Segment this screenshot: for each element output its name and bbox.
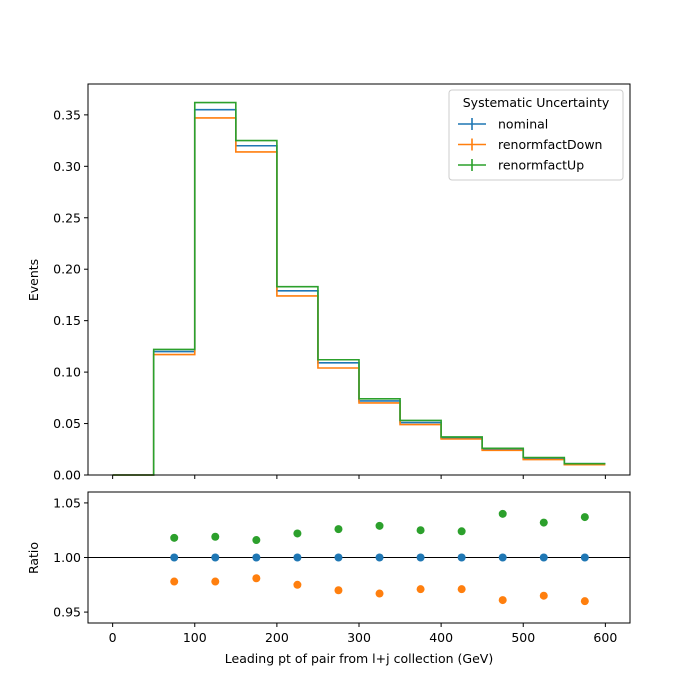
ratio-point-renormfactUp (211, 532, 220, 541)
main-y-tick-label: 0.15 (53, 313, 81, 328)
ratio-point-renormfactUp (334, 525, 343, 534)
ratio-x-tick-label: 600 (593, 630, 617, 645)
x-axis-label: Leading pt of pair from l+j collection (… (225, 651, 493, 666)
ratio-panel: 0.95 1.00 1.05 0 100 200 300 400 500 600 Ratio L… (26, 491, 631, 666)
ratio-point-nominal (252, 553, 261, 562)
ratio-series-renormfactDown (170, 574, 589, 606)
legend-label-nominal: nominal (498, 117, 548, 132)
ratio-y-tick-label: 1.00 (53, 550, 81, 565)
ratio-point-renormfactDown (580, 597, 589, 606)
ratio-point-renormfactDown (170, 577, 179, 586)
main-x-ticks (112, 475, 606, 479)
ratio-point-renormfactDown (457, 585, 466, 594)
ratio-point-nominal (498, 553, 507, 562)
ratio-point-renormfactUp (416, 526, 425, 535)
ratio-point-renormfactDown (498, 596, 507, 605)
ratio-point-renormfactUp (252, 536, 261, 545)
ratio-point-nominal (334, 553, 343, 562)
legend-label-renormfactUp: renormfactUp (498, 158, 584, 173)
ratio-point-nominal (457, 553, 466, 562)
main-y-tick-label: 0.20 (53, 262, 81, 277)
ratio-point-renormfactUp (580, 513, 589, 522)
ratio-y-tick-label: 0.95 (53, 605, 81, 620)
ratio-y-axis-label: Ratio (26, 542, 41, 574)
ratio-x-tick-label: 100 (183, 630, 207, 645)
ratio-point-nominal (293, 553, 302, 562)
ratio-point-nominal (580, 553, 589, 562)
ratio-point-renormfactDown (375, 589, 384, 598)
main-y-tick-label: 0.00 (53, 468, 81, 483)
ratio-y-ticks: 0.95 1.00 1.05 (53, 495, 88, 620)
ratio-point-nominal (375, 553, 384, 562)
ratio-x-tick-label: 400 (429, 630, 453, 645)
ratio-x-ticks: 0 100 200 300 400 500 600 (109, 623, 617, 645)
ratio-point-renormfactDown (293, 580, 302, 589)
ratio-point-renormfactDown (416, 585, 425, 594)
ratio-series-group (170, 509, 589, 606)
ratio-point-renormfactUp (539, 518, 548, 527)
ratio-point-nominal (416, 553, 425, 562)
histogram-series-renormfactUp (112, 101, 606, 476)
main-y-axis-label: Events (26, 259, 41, 301)
main-y-ticks: 0.00 0.05 0.10 0.15 0.20 0.25 0.30 0.35 (53, 107, 88, 483)
legend: Systematic Uncertainty nominal renormfact… (448, 89, 624, 181)
main-y-tick-label: 0.25 (53, 210, 81, 225)
legend-label-renormfactDown: renormfactDown (498, 137, 602, 152)
ratio-x-tick-label: 200 (265, 630, 289, 645)
main-histogram-panel: 0.00 0.05 0.10 0.15 0.20 0.25 0.30 0.35 Events (26, 83, 631, 483)
ratio-point-nominal (170, 553, 179, 562)
legend-title: Systematic Uncertainty (463, 95, 610, 110)
legend-entry-renormfactUp: renormfactUp (458, 158, 584, 173)
main-y-tick-label: 0.10 (53, 365, 81, 380)
ratio-point-nominal (211, 553, 220, 562)
legend-entry-nominal: nominal (458, 117, 548, 132)
ratio-series-nominal (170, 553, 589, 562)
main-y-tick-label: 0.35 (53, 107, 81, 122)
ratio-point-nominal (539, 553, 548, 562)
ratio-point-renormfactDown (211, 577, 220, 586)
ratio-point-renormfactUp (457, 527, 466, 536)
ratio-point-renormfactUp (498, 509, 507, 518)
ratio-point-renormfactDown (334, 586, 343, 595)
ratio-point-renormfactDown (539, 591, 548, 600)
main-y-tick-label: 0.05 (53, 416, 81, 431)
ratio-x-tick-label: 500 (511, 630, 535, 645)
legend-entry-renormfactDown: renormfactDown (458, 137, 602, 152)
main-y-tick-label: 0.30 (53, 159, 81, 174)
ratio-plot-frame (87, 491, 631, 624)
ratio-point-renormfactUp (293, 529, 302, 538)
ratio-point-renormfactUp (170, 533, 179, 542)
ratio-x-tick-label: 300 (347, 630, 371, 645)
ratio-point-renormfactDown (252, 574, 261, 583)
histogram-series-group (112, 101, 606, 476)
ratio-y-tick-label: 1.05 (53, 495, 81, 510)
legend-box (448, 89, 624, 181)
main-plot-frame (87, 83, 631, 476)
ratio-series-renormfactUp (170, 509, 589, 545)
ratio-x-tick-label: 0 (109, 630, 117, 645)
ratio-point-renormfactUp (375, 521, 384, 530)
